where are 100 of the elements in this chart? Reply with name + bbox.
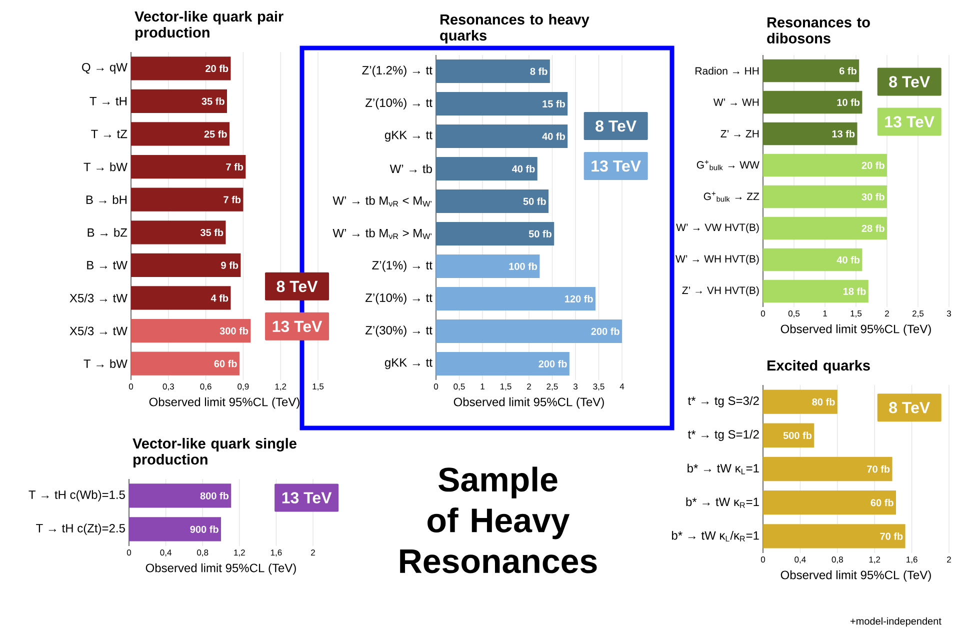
x-tick-label: 0,5 [788, 310, 800, 318]
annotation: 70 fb [880, 532, 903, 540]
bar [436, 287, 596, 310]
x-tick-label: 0,6 [200, 384, 212, 391]
bar [763, 490, 896, 515]
annotation: 60 fb [214, 360, 237, 368]
bar [763, 90, 862, 114]
x-tick-label: 2,5 [912, 310, 924, 318]
annotation: 80 fb [812, 398, 835, 406]
text: 13 TeV [592, 160, 641, 172]
y-tick-label: W’ → tb M$_{νR}$ < M$_{W’}$ [332, 196, 432, 206]
y-tick-label: Z’(1.2%) → tt [362, 66, 432, 77]
x-tick-label: 1,6 [906, 556, 918, 564]
annotation: 18 fb [843, 288, 866, 295]
y-tick-label: T → bW [84, 359, 128, 368]
series-label: 8 TeV [596, 120, 636, 132]
x-tick-label: 2 [885, 310, 889, 316]
x-tick-label: 2 [527, 384, 531, 390]
y-tick-label: t* → tg S=3/2 [688, 396, 759, 408]
annotation: 200 fb [538, 360, 567, 368]
bar [436, 92, 568, 116]
annotation: 30 fb [862, 193, 884, 200]
annotation: 6 fb [839, 67, 856, 74]
bar [131, 318, 251, 343]
annotation: 28 fb [862, 224, 884, 232]
bar [763, 216, 887, 240]
annotation: 40 fb [542, 132, 565, 140]
bar [436, 320, 622, 343]
annotation: 100 fb [509, 262, 538, 270]
x-tick-label: 1,5 [312, 384, 324, 390]
y-tick-label: b* → tW κ$_{L}$/κ$_{R}$=1 [672, 530, 759, 542]
bar [763, 122, 858, 146]
y-tick-label: Z’ → VH HVT(B) [682, 286, 759, 296]
bar [131, 89, 227, 113]
annotation: 8 fb [530, 68, 548, 75]
x-tick-label: 0 [128, 384, 134, 390]
bar [131, 56, 231, 80]
y-tick-label: Z’ → ZH [720, 130, 759, 138]
annotation: 120 fb [565, 295, 593, 302]
y-tick-label: G$^{+}$$_{bulk}$ → ZZ [704, 192, 760, 202]
x-axis-title: Observed limit 95%CL (TeV) [454, 397, 604, 409]
bar [436, 352, 570, 376]
bar [763, 59, 860, 82]
y-tick-label: Q → qW [82, 62, 128, 74]
bar [763, 280, 868, 303]
x-tick-label: 0,8 [197, 550, 208, 557]
x-tick-label: 0,3 [162, 384, 174, 391]
x-axis-title: Observed limit 95%CL (TeV) [146, 563, 296, 575]
chart-title: Vector-like quark single production [132, 438, 296, 468]
annotation: 50 fb [528, 230, 552, 238]
y-tick-label: W’ → WH HVT(B) [676, 254, 759, 265]
text: 8 TeV [276, 280, 318, 292]
y-tick-label: t* → tg S=1/2 [688, 430, 759, 441]
bar [436, 254, 540, 278]
y-tick-label: B → bZ [88, 228, 128, 237]
x-tick-label: 1,2 [869, 556, 880, 564]
y-tick-label: gKK → tt [384, 358, 432, 370]
chart-title: Excited quarks [768, 360, 870, 374]
y-tick-label: W’ → WH [713, 98, 759, 106]
annotation: 50 fb [523, 198, 546, 205]
x-tick-label: 3,5 [593, 384, 604, 391]
annotation: 200 fb [591, 328, 620, 335]
annotation: 25 fb [204, 130, 227, 138]
bar [436, 222, 554, 246]
y-tick-label: W’ → VW HVT(B) [676, 223, 759, 234]
y-tick-label: Z’(1%) → tt [372, 260, 432, 272]
x-tick-label: 1,6 [270, 550, 282, 557]
bar [763, 423, 814, 448]
x-tick-label: 1,2 [234, 550, 245, 557]
annotation: 300 fb [220, 327, 248, 334]
y-tick-label: Z’(10%) → tt [366, 293, 432, 304]
y-tick-label: W’ → tb M$_{νR}$ > M$_{W’}$ [332, 228, 432, 239]
x-tick-label: 3 [573, 384, 578, 390]
y-tick-label: T → bW [84, 162, 128, 172]
y-tick-label: T → tH c(Wb)=1.5 [28, 490, 125, 502]
x-tick-label: 3 [946, 310, 951, 317]
x-tick-label: 0,4 [794, 556, 806, 564]
y-tick-label: X5/3 → tW [70, 294, 128, 302]
annotation: 10 fb [837, 98, 860, 106]
bar [131, 154, 246, 179]
x-tick-label: 1 [480, 384, 484, 390]
annotation: 70 fb [867, 465, 890, 473]
annotation: 35 fb [200, 228, 224, 236]
y-tick-label: W’ → tb [390, 164, 432, 174]
y-tick-label: X5/3 → tW [70, 326, 128, 336]
bar [131, 220, 226, 244]
x-tick-label: 1,2 [275, 384, 286, 391]
y-tick-label: gKK → tt [384, 130, 432, 142]
chart-title: Resonances to heavy quarks [440, 14, 590, 44]
x-tick-label: 0,5 [454, 384, 465, 391]
text: Sample of Heavy Resonances [400, 466, 597, 574]
x-tick-label: 2 [947, 556, 951, 562]
bar [763, 524, 906, 548]
y-tick-label: Z’(30%) → tt [366, 326, 432, 337]
annotation: 40 fb [512, 165, 535, 172]
bar [763, 456, 892, 482]
x-tick-label: 1 [823, 310, 827, 316]
bar [131, 122, 230, 146]
y-tick-label: B → tW [87, 261, 128, 270]
x-tick-label: 0 [434, 384, 438, 390]
